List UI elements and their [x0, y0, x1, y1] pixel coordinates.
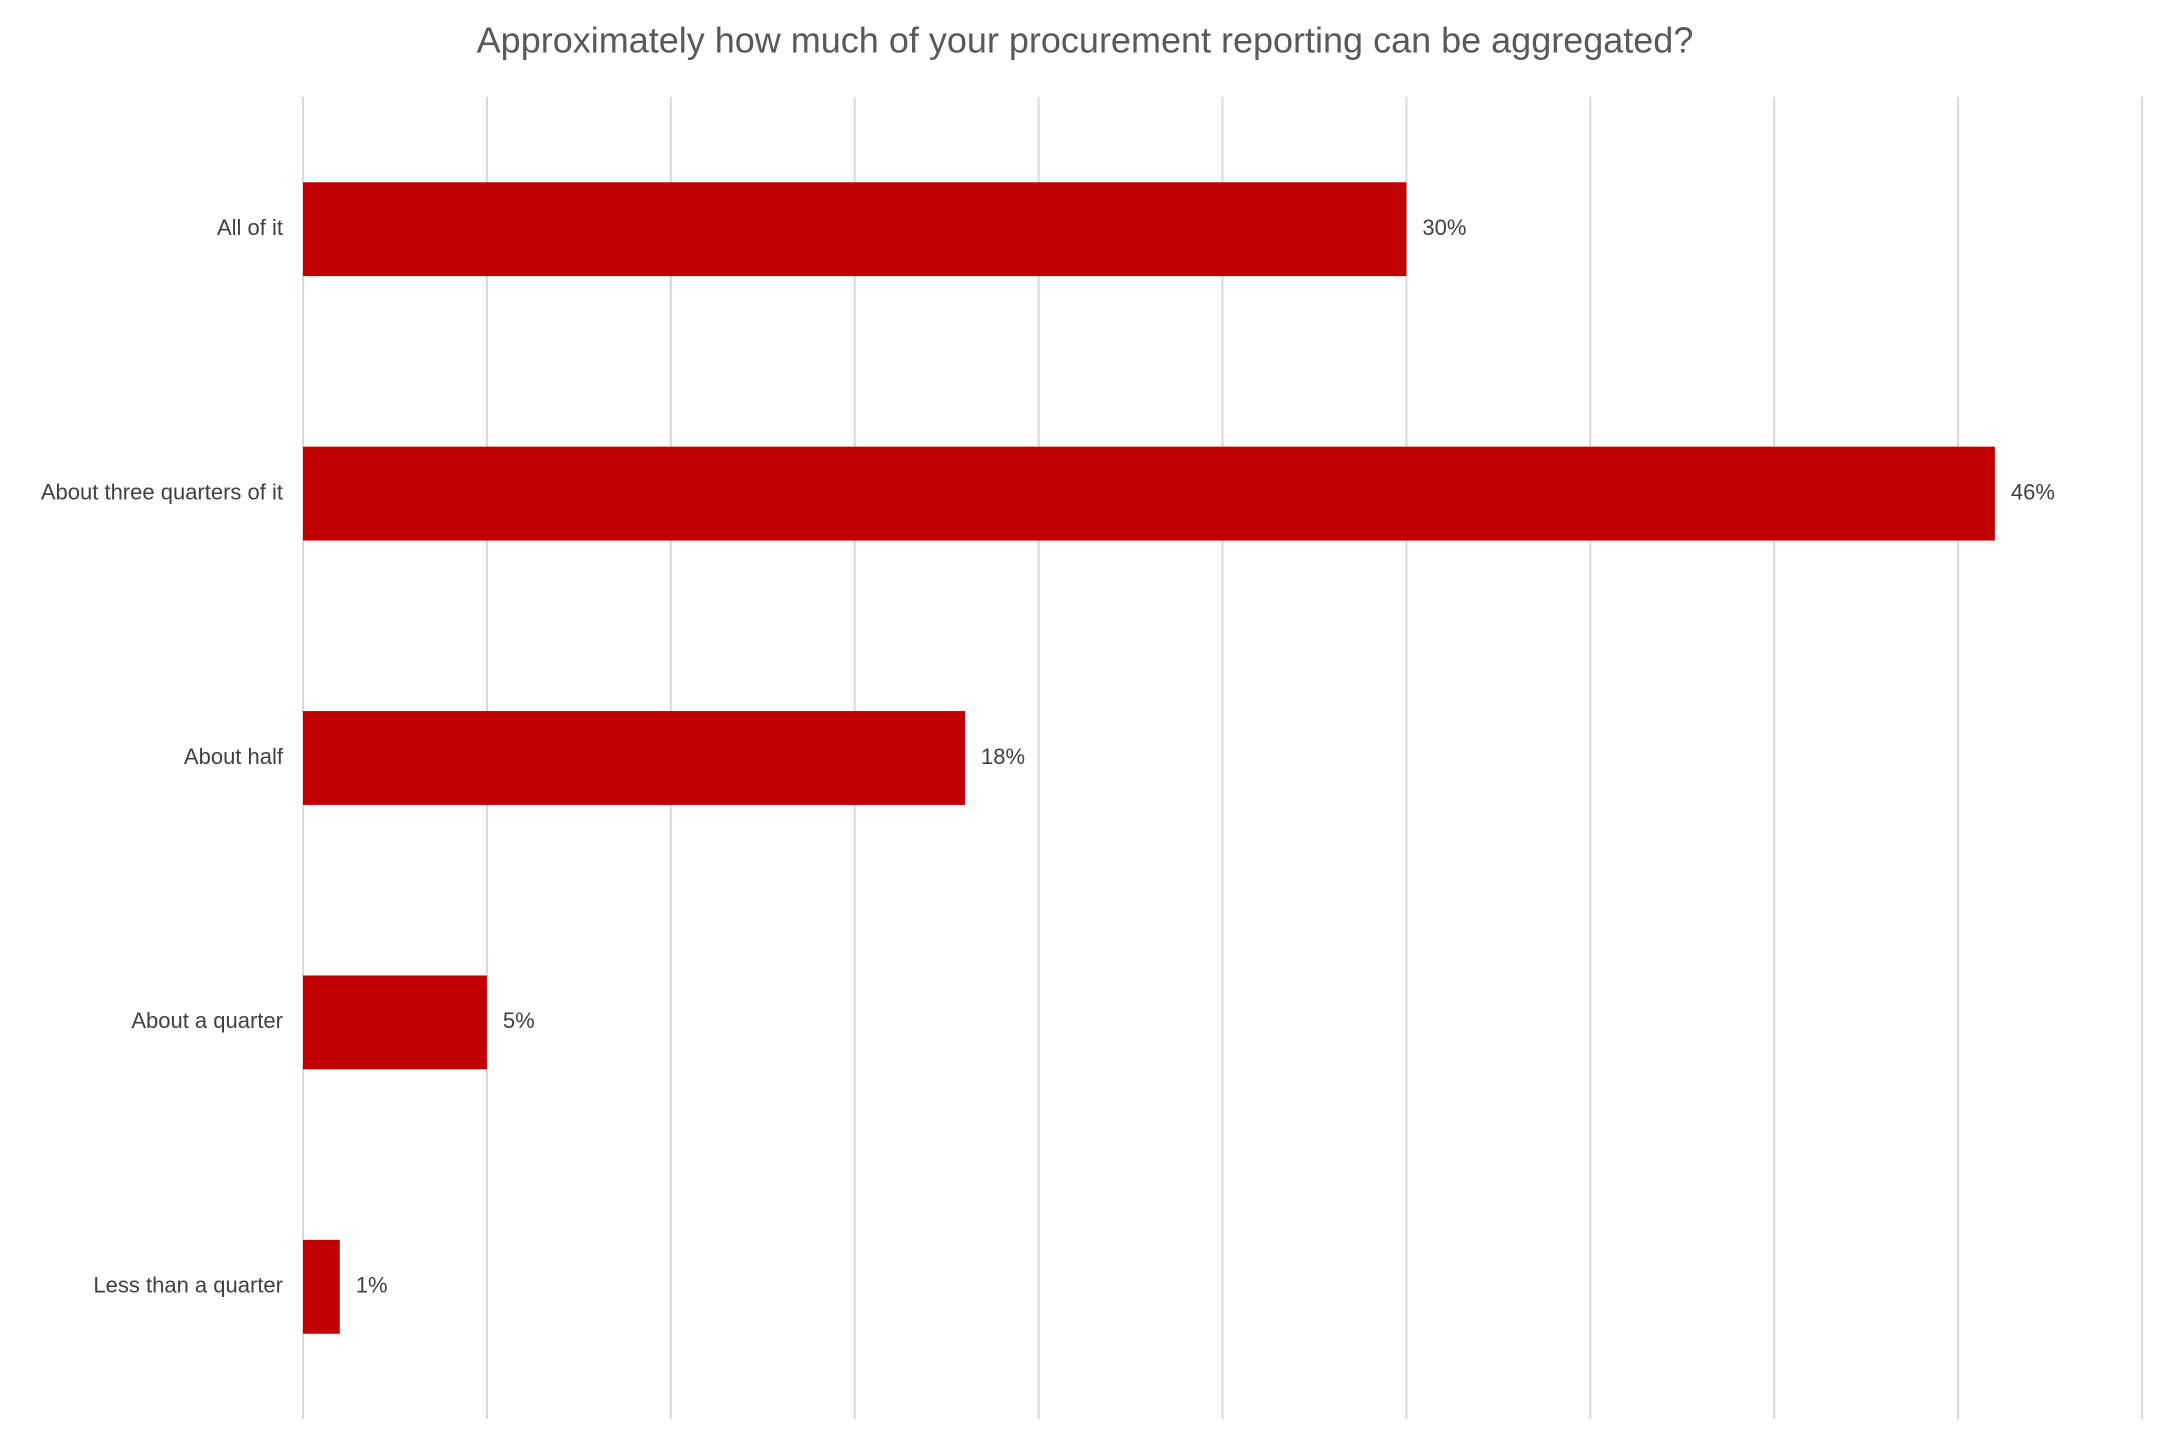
bar	[303, 182, 1407, 277]
bar	[303, 446, 1995, 541]
bar	[303, 711, 966, 805]
data-label: 30%	[1422, 215, 1466, 240]
y-tick-label: All of it	[217, 215, 283, 240]
y-tick-label: Less than a quarter	[93, 1273, 283, 1298]
data-label: 5%	[503, 1008, 535, 1033]
data-label: 46%	[2011, 479, 2055, 504]
y-tick-label: About three quarters of it	[41, 479, 283, 504]
chart-title: Approximately how much of your procureme…	[477, 20, 1694, 61]
data-label: 1%	[356, 1273, 388, 1298]
bar	[303, 975, 487, 1070]
y-tick-label: About half	[184, 744, 284, 769]
bar	[303, 1239, 340, 1334]
data-label: 18%	[981, 744, 1025, 769]
y-tick-label: About a quarter	[131, 1008, 283, 1033]
